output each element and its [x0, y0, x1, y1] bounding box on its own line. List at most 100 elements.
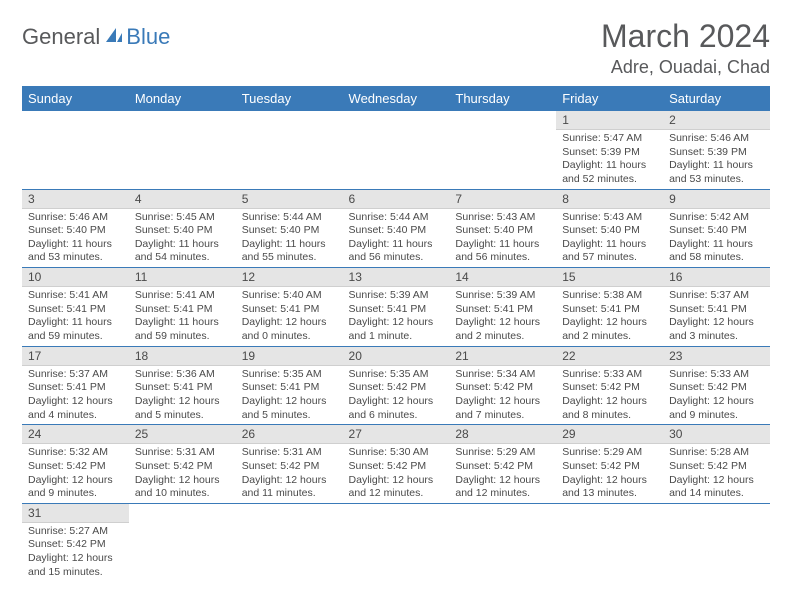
calendar-cell — [449, 503, 556, 581]
calendar-cell: 23Sunrise: 5:33 AMSunset: 5:42 PMDayligh… — [663, 346, 770, 425]
sunset-text: Sunset: 5:42 PM — [349, 381, 444, 395]
sunrise-text: Sunrise: 5:39 AM — [455, 289, 550, 303]
daylight-text: Daylight: 11 hours and 52 minutes. — [562, 159, 657, 186]
sunset-text: Sunset: 5:40 PM — [349, 224, 444, 238]
daylight-text: Daylight: 12 hours and 4 minutes. — [28, 395, 123, 422]
day-details: Sunrise: 5:44 AMSunset: 5:40 PMDaylight:… — [343, 209, 450, 268]
day-number: 30 — [663, 425, 770, 444]
daylight-text: Daylight: 12 hours and 9 minutes. — [669, 395, 764, 422]
sunrise-text: Sunrise: 5:37 AM — [28, 368, 123, 382]
calendar-cell — [236, 111, 343, 189]
day-number: 10 — [22, 268, 129, 287]
day-number: 29 — [556, 425, 663, 444]
day-details: Sunrise: 5:43 AMSunset: 5:40 PMDaylight:… — [449, 209, 556, 268]
sunset-text: Sunset: 5:41 PM — [455, 303, 550, 317]
calendar-row: 24Sunrise: 5:32 AMSunset: 5:42 PMDayligh… — [22, 425, 770, 504]
day-details: Sunrise: 5:42 AMSunset: 5:40 PMDaylight:… — [663, 209, 770, 268]
sunrise-text: Sunrise: 5:31 AM — [242, 446, 337, 460]
calendar-cell: 17Sunrise: 5:37 AMSunset: 5:41 PMDayligh… — [22, 346, 129, 425]
calendar-cell: 11Sunrise: 5:41 AMSunset: 5:41 PMDayligh… — [129, 268, 236, 347]
daylight-text: Daylight: 12 hours and 10 minutes. — [135, 474, 230, 501]
day-number: 23 — [663, 347, 770, 366]
sunset-text: Sunset: 5:41 PM — [135, 303, 230, 317]
sunset-text: Sunset: 5:40 PM — [135, 224, 230, 238]
sunrise-text: Sunrise: 5:30 AM — [349, 446, 444, 460]
calendar-cell: 26Sunrise: 5:31 AMSunset: 5:42 PMDayligh… — [236, 425, 343, 504]
calendar-cell: 25Sunrise: 5:31 AMSunset: 5:42 PMDayligh… — [129, 425, 236, 504]
sunset-text: Sunset: 5:41 PM — [135, 381, 230, 395]
sunset-text: Sunset: 5:42 PM — [28, 538, 123, 552]
sunrise-text: Sunrise: 5:41 AM — [28, 289, 123, 303]
daylight-text: Daylight: 12 hours and 11 minutes. — [242, 474, 337, 501]
sunrise-text: Sunrise: 5:36 AM — [135, 368, 230, 382]
sunset-text: Sunset: 5:40 PM — [455, 224, 550, 238]
day-number: 1 — [556, 111, 663, 130]
daylight-text: Daylight: 12 hours and 12 minutes. — [455, 474, 550, 501]
sunrise-text: Sunrise: 5:34 AM — [455, 368, 550, 382]
sunset-text: Sunset: 5:42 PM — [562, 381, 657, 395]
calendar-row: 3Sunrise: 5:46 AMSunset: 5:40 PMDaylight… — [22, 189, 770, 268]
sunset-text: Sunset: 5:39 PM — [562, 146, 657, 160]
sunrise-text: Sunrise: 5:32 AM — [28, 446, 123, 460]
daylight-text: Daylight: 11 hours and 54 minutes. — [135, 238, 230, 265]
daylight-text: Daylight: 12 hours and 1 minute. — [349, 316, 444, 343]
day-number: 31 — [22, 504, 129, 523]
day-number: 5 — [236, 190, 343, 209]
daylight-text: Daylight: 12 hours and 7 minutes. — [455, 395, 550, 422]
calendar-cell: 8Sunrise: 5:43 AMSunset: 5:40 PMDaylight… — [556, 189, 663, 268]
day-number-blank — [236, 111, 343, 129]
weekday-header: Sunday — [22, 86, 129, 111]
sunset-text: Sunset: 5:41 PM — [349, 303, 444, 317]
daylight-text: Daylight: 12 hours and 3 minutes. — [669, 316, 764, 343]
calendar-cell: 2Sunrise: 5:46 AMSunset: 5:39 PMDaylight… — [663, 111, 770, 189]
daylight-text: Daylight: 11 hours and 53 minutes. — [669, 159, 764, 186]
day-details: Sunrise: 5:35 AMSunset: 5:42 PMDaylight:… — [343, 366, 450, 425]
day-number-blank — [343, 504, 450, 522]
calendar-cell: 28Sunrise: 5:29 AMSunset: 5:42 PMDayligh… — [449, 425, 556, 504]
day-details: Sunrise: 5:39 AMSunset: 5:41 PMDaylight:… — [343, 287, 450, 346]
calendar-cell: 3Sunrise: 5:46 AMSunset: 5:40 PMDaylight… — [22, 189, 129, 268]
day-details: Sunrise: 5:39 AMSunset: 5:41 PMDaylight:… — [449, 287, 556, 346]
calendar-cell — [343, 111, 450, 189]
daylight-text: Daylight: 11 hours and 57 minutes. — [562, 238, 657, 265]
sunset-text: Sunset: 5:40 PM — [562, 224, 657, 238]
calendar-cell: 22Sunrise: 5:33 AMSunset: 5:42 PMDayligh… — [556, 346, 663, 425]
day-details: Sunrise: 5:28 AMSunset: 5:42 PMDaylight:… — [663, 444, 770, 503]
logo: General Blue — [22, 18, 170, 50]
sunrise-text: Sunrise: 5:33 AM — [562, 368, 657, 382]
sunrise-text: Sunrise: 5:31 AM — [135, 446, 230, 460]
day-number: 26 — [236, 425, 343, 444]
weekday-header-row: Sunday Monday Tuesday Wednesday Thursday… — [22, 86, 770, 111]
calendar-cell: 7Sunrise: 5:43 AMSunset: 5:40 PMDaylight… — [449, 189, 556, 268]
day-number-blank — [449, 111, 556, 129]
daylight-text: Daylight: 12 hours and 6 minutes. — [349, 395, 444, 422]
sunset-text: Sunset: 5:42 PM — [669, 460, 764, 474]
sunrise-text: Sunrise: 5:45 AM — [135, 211, 230, 225]
calendar-cell — [236, 503, 343, 581]
day-number: 11 — [129, 268, 236, 287]
day-details: Sunrise: 5:47 AMSunset: 5:39 PMDaylight:… — [556, 130, 663, 189]
sunset-text: Sunset: 5:41 PM — [28, 381, 123, 395]
sunrise-text: Sunrise: 5:29 AM — [455, 446, 550, 460]
day-number-blank — [556, 504, 663, 522]
daylight-text: Daylight: 12 hours and 13 minutes. — [562, 474, 657, 501]
day-number: 24 — [22, 425, 129, 444]
day-details: Sunrise: 5:31 AMSunset: 5:42 PMDaylight:… — [129, 444, 236, 503]
day-details: Sunrise: 5:31 AMSunset: 5:42 PMDaylight:… — [236, 444, 343, 503]
sunrise-text: Sunrise: 5:38 AM — [562, 289, 657, 303]
day-details: Sunrise: 5:34 AMSunset: 5:42 PMDaylight:… — [449, 366, 556, 425]
day-number-blank — [129, 111, 236, 129]
calendar-cell: 20Sunrise: 5:35 AMSunset: 5:42 PMDayligh… — [343, 346, 450, 425]
calendar-row: 17Sunrise: 5:37 AMSunset: 5:41 PMDayligh… — [22, 346, 770, 425]
daylight-text: Daylight: 11 hours and 56 minutes. — [349, 238, 444, 265]
day-details: Sunrise: 5:29 AMSunset: 5:42 PMDaylight:… — [449, 444, 556, 503]
calendar-cell: 21Sunrise: 5:34 AMSunset: 5:42 PMDayligh… — [449, 346, 556, 425]
day-number: 3 — [22, 190, 129, 209]
day-details: Sunrise: 5:33 AMSunset: 5:42 PMDaylight:… — [556, 366, 663, 425]
logo-sail-icon — [104, 26, 124, 49]
sunset-text: Sunset: 5:42 PM — [28, 460, 123, 474]
day-details: Sunrise: 5:32 AMSunset: 5:42 PMDaylight:… — [22, 444, 129, 503]
logo-text-blue: Blue — [126, 24, 170, 50]
day-details: Sunrise: 5:29 AMSunset: 5:42 PMDaylight:… — [556, 444, 663, 503]
title-block: March 2024 Adre, Ouadai, Chad — [601, 18, 770, 78]
